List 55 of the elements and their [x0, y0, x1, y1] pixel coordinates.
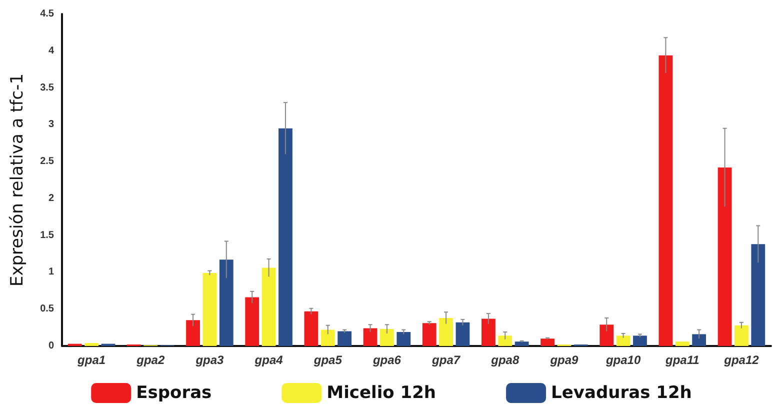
bar — [658, 55, 673, 346]
y-tick-label: 1.5 — [40, 230, 54, 241]
y-tick-label: 0.5 — [40, 304, 54, 315]
bar — [481, 318, 496, 346]
bar — [363, 328, 378, 346]
legend-label: Esporas — [136, 383, 212, 403]
legend-label: Micelio 12h — [326, 383, 436, 403]
bar — [540, 338, 554, 346]
bar — [380, 329, 394, 346]
bar — [278, 128, 292, 346]
bar — [84, 343, 98, 346]
bar — [186, 320, 200, 346]
y-axis-title: Expresión relativa a tfc-1 — [8, 73, 28, 287]
bar — [692, 334, 706, 346]
bar — [633, 336, 647, 346]
y-tick-label: 2.5 — [40, 156, 54, 168]
bar — [439, 318, 453, 346]
bar — [304, 311, 318, 346]
x-tick-label: gpa2 — [136, 353, 165, 367]
bar — [616, 336, 630, 346]
bar — [338, 331, 352, 346]
x-tick-label: gpa3 — [194, 353, 224, 367]
x-tick-label: gpa4 — [254, 353, 284, 367]
bar — [422, 323, 436, 346]
x-tick-label: gpa12 — [723, 353, 760, 367]
bar — [498, 336, 512, 346]
y-tick-label: 4 — [48, 45, 54, 56]
bar — [675, 342, 690, 346]
bar — [514, 342, 529, 346]
bar — [718, 167, 732, 346]
bar — [245, 297, 260, 346]
y-tick-label: 2 — [48, 192, 54, 204]
x-tick-label: gpa7 — [431, 353, 462, 367]
bar — [600, 324, 614, 346]
x-tick-label: gpa8 — [490, 353, 520, 367]
x-tick-label: gpa10 — [604, 353, 641, 367]
bar — [262, 268, 276, 346]
bar — [320, 330, 335, 346]
y-tick-label: 1 — [48, 266, 54, 278]
y-tick-label: 4.5 — [40, 8, 54, 20]
bar — [456, 322, 470, 346]
bar — [396, 332, 411, 346]
bar — [219, 260, 234, 346]
x-tick-label: gpa5 — [312, 353, 342, 367]
x-tick-label: gpa1 — [76, 353, 106, 367]
bar — [202, 272, 217, 346]
x-tick-label: gpa6 — [372, 353, 402, 367]
legend-label: Levaduras 12h — [551, 383, 692, 403]
bar — [734, 325, 748, 346]
bar — [751, 244, 766, 346]
y-tick-label: 3.5 — [40, 82, 54, 94]
x-tick-label: gpa11 — [664, 353, 700, 367]
y-tick-label: 0 — [48, 340, 54, 352]
x-tick-label: gpa9 — [549, 353, 579, 367]
y-tick-label: 3 — [48, 119, 54, 130]
